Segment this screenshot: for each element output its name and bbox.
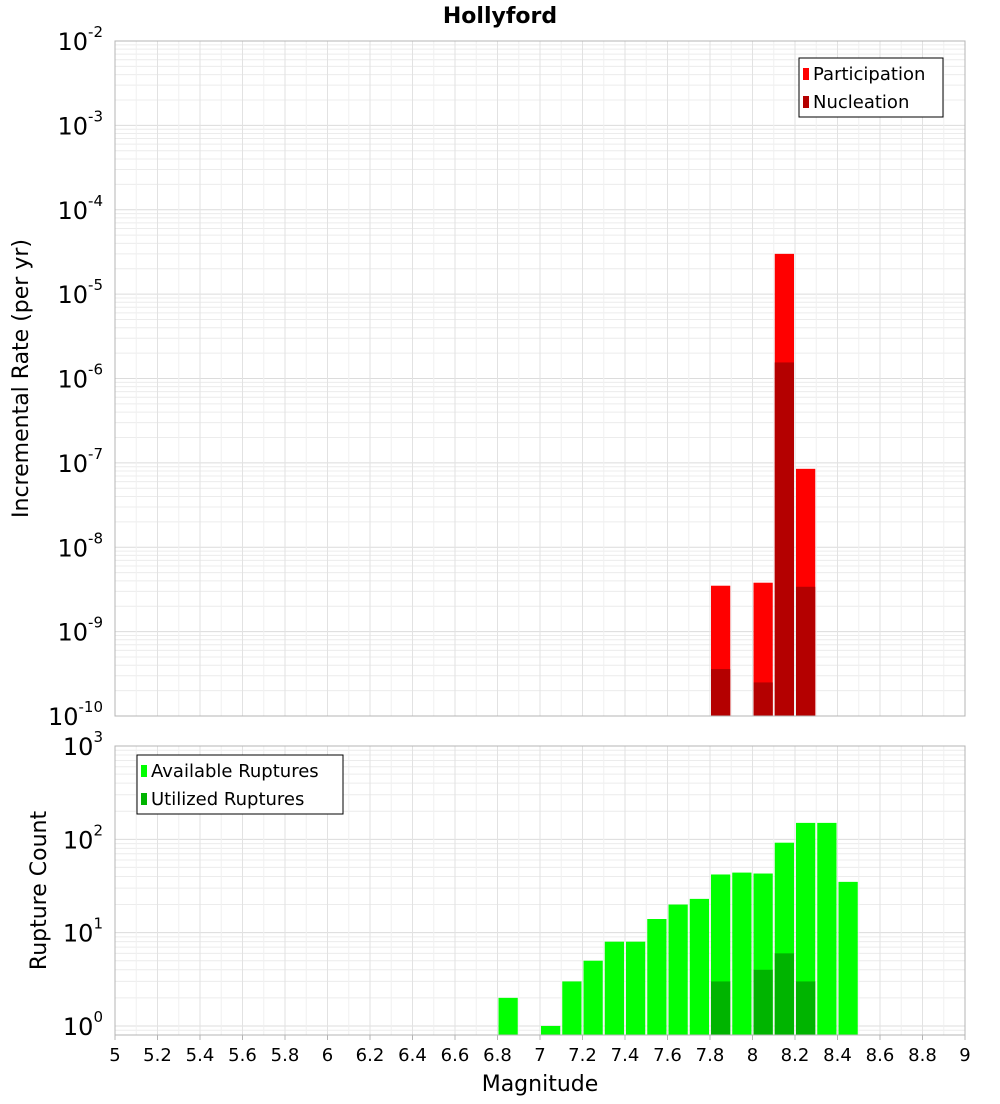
x-tick-label: 7.6 bbox=[653, 1045, 682, 1066]
bar-primary bbox=[604, 941, 624, 1035]
bar-secondary bbox=[753, 682, 773, 716]
y-tick-label: 101 bbox=[63, 915, 103, 948]
grid bbox=[114, 40, 966, 717]
bar-primary bbox=[647, 919, 667, 1035]
y-axis: 10-10 10-9 10-8 10-7 10-6 10-5 10-4 10-3 10-2 bbox=[48, 23, 103, 731]
x-tick-label: 6.8 bbox=[483, 1045, 512, 1066]
bars bbox=[498, 822, 858, 1035]
rate-panel: 10-10 10-9 10-8 10-7 10-6 10-5 10-4 10-3 10-2 Inc… bbox=[9, 23, 966, 731]
bar-secondary bbox=[774, 953, 794, 1035]
x-tick-label: 5.4 bbox=[186, 1045, 215, 1066]
x-tick-label: 6.4 bbox=[398, 1045, 427, 1066]
y-tick-label: 10-5 bbox=[57, 276, 103, 309]
y-axis-label: Rupture Count bbox=[27, 811, 52, 971]
x-tick-label: 6.2 bbox=[356, 1045, 385, 1066]
bar-secondary bbox=[796, 981, 816, 1035]
bar-secondary bbox=[774, 362, 794, 716]
x-axis: 5 5.2 5.4 5.6 5.8 6 6.2 6.4 6.6 6.8 7 7.2 7.4 7.6 7.8 8… bbox=[109, 1035, 971, 1066]
legend-box bbox=[136, 754, 344, 815]
bar-secondary bbox=[711, 981, 731, 1035]
x-tick-label: 5 bbox=[109, 1045, 120, 1066]
legend-swatch bbox=[141, 793, 147, 805]
legend-label: Utilized Ruptures bbox=[151, 789, 304, 810]
y-tick-label: 10-9 bbox=[57, 614, 103, 647]
x-tick-label: 7.4 bbox=[611, 1045, 640, 1066]
x-tick-label: 8.6 bbox=[866, 1045, 895, 1066]
legend-label: Available Ruptures bbox=[151, 761, 319, 782]
x-tick-label: 8.4 bbox=[823, 1045, 852, 1066]
x-tick-label: 8 bbox=[747, 1045, 758, 1066]
legend-box bbox=[798, 57, 944, 118]
x-tick-label: 6 bbox=[322, 1045, 333, 1066]
legend-swatch bbox=[141, 765, 147, 777]
count-panel: 100 101 102 103 Rupture Count Available Ruptu… bbox=[27, 728, 966, 1041]
legend: Available Ruptures Utilized Ruptures bbox=[136, 754, 344, 815]
y-tick-label: 10-8 bbox=[57, 529, 103, 562]
x-tick-label: 5.2 bbox=[143, 1045, 172, 1066]
y-tick-label: 10-6 bbox=[57, 361, 103, 394]
bar-primary bbox=[498, 997, 518, 1035]
bar-primary bbox=[838, 881, 858, 1035]
bar-secondary bbox=[711, 669, 731, 716]
plot-frame bbox=[114, 40, 966, 717]
x-tick-label: 7 bbox=[534, 1045, 545, 1066]
y-tick-label: 10-2 bbox=[57, 23, 103, 56]
bar-primary bbox=[562, 981, 582, 1035]
bar-secondary bbox=[796, 586, 816, 716]
bar-primary bbox=[732, 872, 752, 1035]
bar-secondary bbox=[753, 969, 773, 1035]
y-tick-label: 103 bbox=[63, 728, 103, 761]
y-tick-label: 100 bbox=[63, 1008, 103, 1041]
bar-primary bbox=[626, 941, 646, 1035]
y-tick-label: 10-7 bbox=[57, 445, 103, 478]
legend-swatch bbox=[803, 68, 809, 80]
x-tick-label: 8.2 bbox=[781, 1045, 810, 1066]
x-tick-label: 7.8 bbox=[696, 1045, 725, 1066]
y-tick-label: 102 bbox=[63, 821, 103, 854]
y-tick-label: 10-10 bbox=[48, 698, 103, 731]
y-tick-label: 10-3 bbox=[57, 107, 103, 140]
y-axis: 100 101 102 103 bbox=[63, 728, 103, 1041]
bar-primary bbox=[541, 1025, 561, 1035]
legend-label: Nucleation bbox=[813, 92, 909, 113]
bar-primary bbox=[817, 822, 837, 1035]
bar-primary bbox=[689, 898, 709, 1035]
legend-label: Participation bbox=[813, 64, 925, 85]
x-tick-label: 6.6 bbox=[441, 1045, 470, 1066]
legend: Participation Nucleation bbox=[798, 57, 944, 118]
x-tick-label: 8.8 bbox=[908, 1045, 937, 1066]
x-tick-label: 9 bbox=[959, 1045, 970, 1066]
y-tick-label: 10-4 bbox=[57, 192, 103, 225]
x-tick-label: 5.6 bbox=[228, 1045, 257, 1066]
bars bbox=[711, 253, 816, 716]
x-tick-label: 7.2 bbox=[568, 1045, 597, 1066]
bar-primary bbox=[668, 904, 688, 1035]
y-axis-label: Incremental Rate (per yr) bbox=[9, 239, 34, 518]
x-tick-label: 5.8 bbox=[271, 1045, 300, 1066]
x-axis-label: Magnitude bbox=[482, 1072, 599, 1097]
chart-title: Hollyford bbox=[443, 4, 557, 29]
bar-primary bbox=[583, 960, 603, 1035]
legend-swatch bbox=[803, 96, 809, 108]
